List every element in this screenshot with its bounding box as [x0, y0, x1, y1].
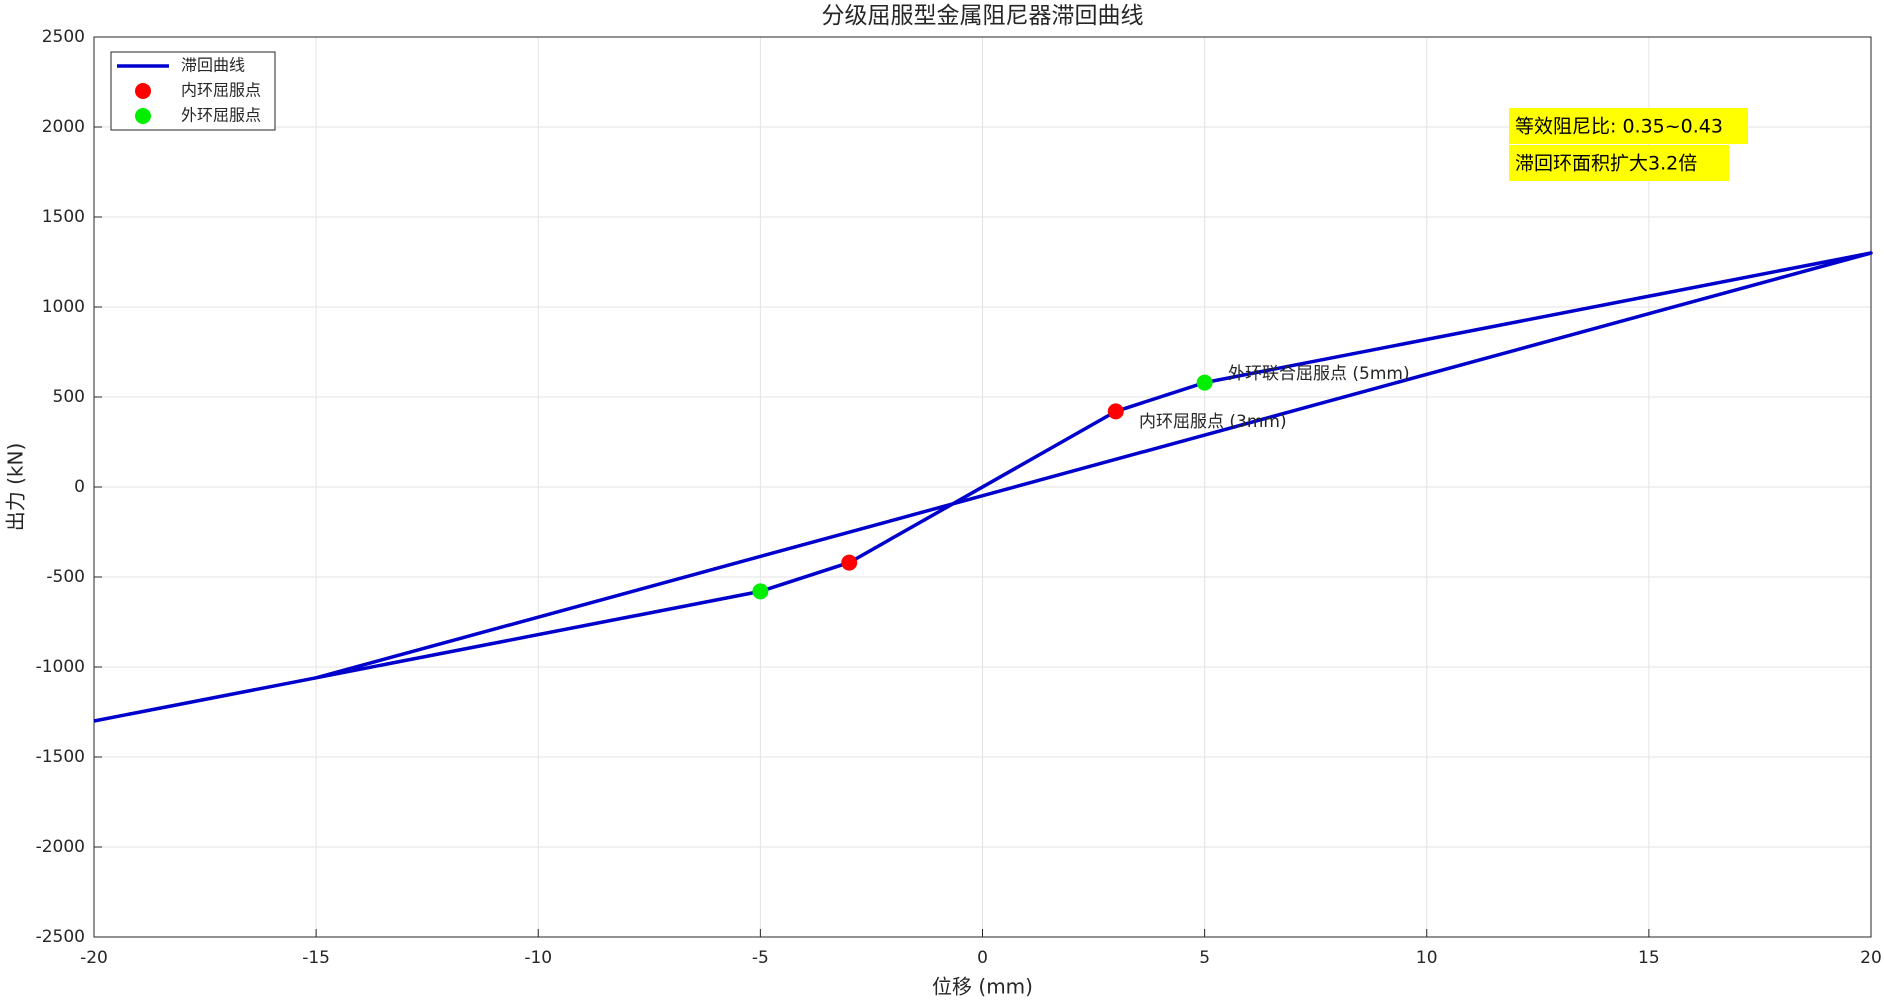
x-tick-label: -5 [752, 948, 769, 968]
y-tick-label: -2500 [36, 927, 85, 947]
y-tick-label: -2000 [36, 837, 85, 857]
legend-label: 滞回曲线 [181, 56, 245, 75]
yield-point [1107, 403, 1124, 420]
legend-swatch [135, 83, 151, 99]
x-tick-label: 0 [977, 948, 988, 968]
axes-box [93, 36, 1872, 938]
y-tick-label: -1000 [36, 657, 85, 677]
x-tick-label: 10 [1416, 948, 1438, 968]
x-tick-label: 15 [1638, 948, 1660, 968]
legend-label: 外环屈服点 [181, 106, 261, 125]
legend-swatch [135, 108, 151, 124]
y-tick-label: 1000 [42, 297, 85, 317]
y-tick-label: 2000 [42, 117, 85, 137]
textbox-line: 等效阻尼比: 0.35~0.43 [1515, 116, 1723, 138]
yield-point [752, 583, 769, 600]
textbox-bg [1509, 145, 1729, 181]
y-tick-label: 1500 [42, 207, 85, 227]
y-tick-label: -500 [46, 567, 85, 587]
legend-label: 内环屈服点 [181, 81, 261, 100]
y-tick-label: -1500 [36, 747, 85, 767]
y-tick-label: 2500 [42, 27, 85, 47]
textbox-line: 滞回环面积扩大3.2倍 [1515, 153, 1697, 175]
x-tick-label: -20 [80, 948, 108, 968]
x-tick-label: 5 [1199, 948, 1210, 968]
x-tick-label: 20 [1860, 948, 1882, 968]
x-tick-label: -15 [302, 948, 330, 968]
y-tick-label: 500 [53, 387, 85, 407]
chart-title: 分级屈服型金属阻尼器滞回曲线 [822, 3, 1144, 29]
annotation: 内环屈服点 (3mm) [1139, 412, 1287, 432]
yield-point [1196, 374, 1213, 391]
textbox-bg [1509, 108, 1748, 144]
annotation: 外环联合屈服点 (5mm) [1228, 364, 1410, 384]
yield-point [841, 554, 858, 571]
y-tick-label: 0 [74, 477, 85, 497]
hysteresis-line [93, 251, 1873, 723]
y-axis-label: 出力 (kN) [4, 443, 28, 532]
x-tick-label: -10 [524, 948, 552, 968]
x-axis-label: 位移 (mm) [932, 975, 1033, 999]
